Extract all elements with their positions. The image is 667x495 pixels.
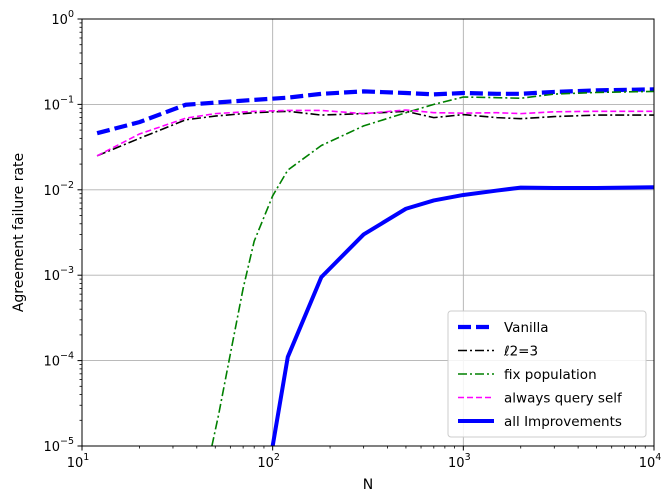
legend-label-4: all Improvements: [504, 414, 622, 430]
y-axis-ticks: 100 10−1 10−2 10−3 10−4 10−5: [43, 9, 82, 455]
series-line-1: [97, 111, 654, 156]
x-axis-label: N: [363, 477, 373, 493]
x-tick-label: 102: [257, 452, 280, 471]
x-tick-label: 101: [67, 452, 90, 471]
legend-label-2: fix population: [504, 367, 597, 383]
x-tick-label: 103: [448, 452, 471, 471]
y-tick-label: 10−3: [43, 265, 74, 284]
legend-label-0: Vanilla: [504, 320, 549, 336]
y-tick-label: 10−2: [43, 180, 74, 199]
x-tick-label: 104: [639, 452, 662, 471]
legend: Vanilla ℓ2=3 fix population always query se…: [448, 311, 646, 437]
y-axis-label: Agreement failure rate: [11, 153, 27, 312]
y-tick-label: 10−4: [43, 351, 74, 370]
y-tick-label: 10−5: [43, 436, 74, 455]
y-tick-label: 10−1: [43, 94, 74, 113]
legend-label-1: ℓ2=3: [503, 344, 538, 360]
y-tick-label: 100: [51, 9, 74, 28]
series-line-3: [97, 110, 654, 156]
legend-label-3: always query self: [504, 391, 623, 407]
x-axis-ticks: 101 102 103 104: [67, 446, 662, 471]
